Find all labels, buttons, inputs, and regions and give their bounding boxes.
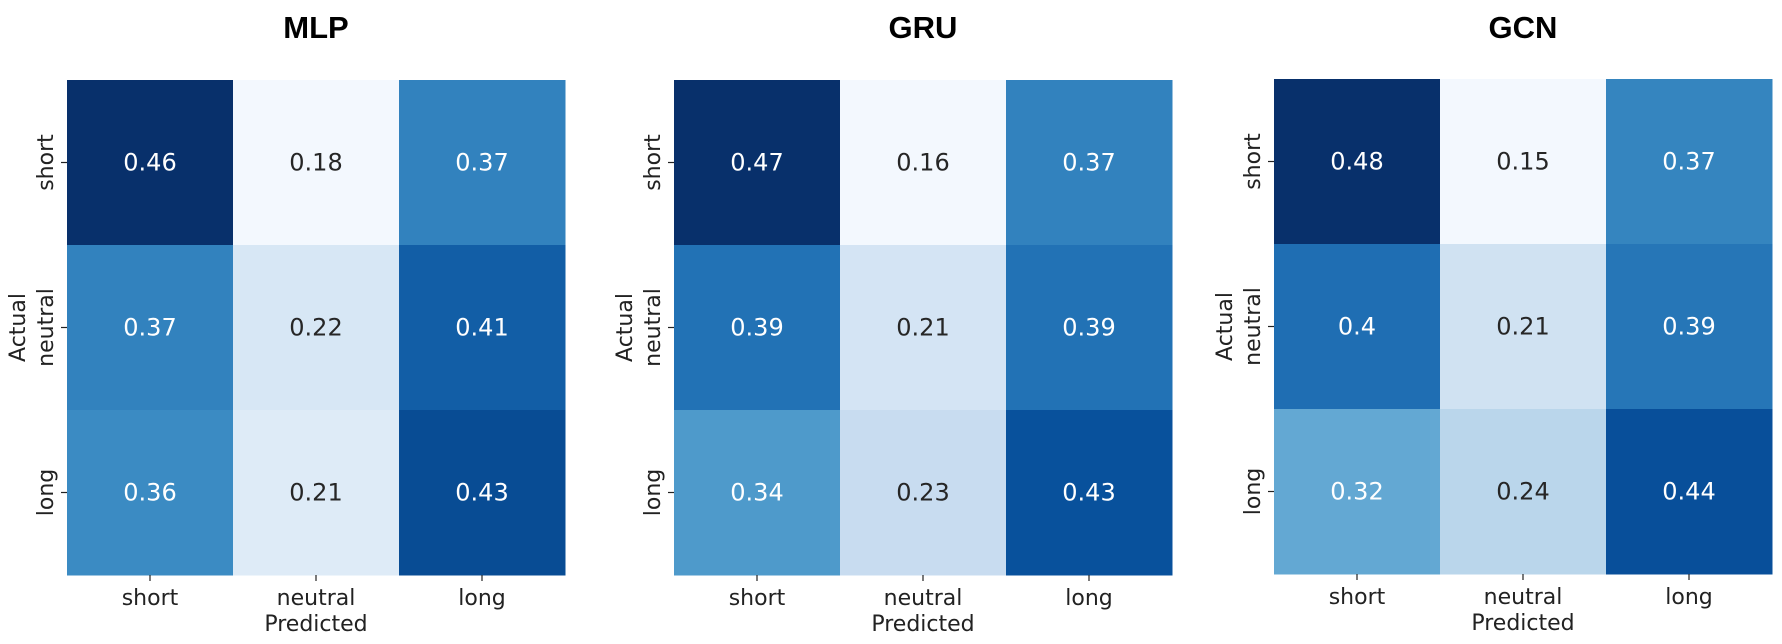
cell-value-label: 0.21 (1496, 313, 1549, 341)
heatmap-cell (399, 245, 566, 411)
chart-title: GRU (889, 10, 958, 45)
heatmap-cell (840, 80, 1007, 246)
x-axis-label: Predicted (264, 612, 367, 637)
cell-value-label: 0.39 (1662, 313, 1715, 341)
cell-value-label: 0.39 (1062, 314, 1115, 342)
heatmap-cell (1440, 79, 1607, 245)
y-tick-label: short (34, 134, 59, 191)
heatmap-cell (1606, 244, 1773, 410)
heatmap-cell (1606, 409, 1773, 575)
cell-value-label: 0.22 (289, 314, 342, 342)
cell-value-label: 0.44 (1662, 478, 1715, 506)
cell-value-label: 0.32 (1330, 478, 1383, 506)
heatmap-cell (67, 410, 234, 576)
cell-value-label: 0.46 (123, 149, 176, 177)
x-tick-label: neutral (884, 586, 963, 611)
x-tick-label: long (1665, 585, 1712, 610)
cell-value-label: 0.4 (1338, 313, 1376, 341)
cell-value-label: 0.37 (1062, 149, 1115, 177)
chart-title: MLP (283, 10, 348, 45)
cell-value-label: 0.16 (896, 149, 949, 177)
y-tick-label: short (1241, 133, 1266, 190)
cell-value-label: 0.23 (896, 479, 949, 507)
cell-value-label: 0.43 (1062, 479, 1115, 507)
heatmap-cell (1440, 244, 1607, 410)
y-tick-label: short (641, 134, 666, 191)
heatmap-cell (233, 410, 400, 576)
x-tick-label: neutral (1484, 585, 1563, 610)
heatmap-cell (674, 245, 841, 411)
cell-value-label: 0.21 (896, 314, 949, 342)
heatmap-cell (674, 410, 841, 576)
y-tick-label: long (641, 469, 666, 516)
cell-value-label: 0.21 (289, 479, 342, 507)
x-tick-label: short (729, 586, 786, 611)
cell-value-label: 0.37 (1662, 148, 1715, 176)
heatmap-cell (840, 245, 1007, 411)
heatmap-panel-2: GRU 0.47 0.16 0.37 0.39 0.21 0.39 0.34 0.23 0.43 s… (613, 10, 1173, 637)
y-tick-label: long (1241, 468, 1266, 515)
y-axis-label: Actual (1213, 292, 1238, 361)
cell-value-label: 0.15 (1496, 148, 1549, 176)
y-axis-label: Actual (6, 293, 31, 362)
cell-value-label: 0.47 (730, 149, 783, 177)
y-axis-label: Actual (613, 293, 638, 362)
y-tick-label: neutral (1241, 287, 1266, 366)
heatmap-cell (1440, 409, 1607, 575)
heatmap-cell (1274, 79, 1441, 245)
x-tick-label: long (458, 586, 505, 611)
heatmap-cell (840, 410, 1007, 576)
heatmap-cell (233, 80, 400, 246)
x-axis-label: Predicted (1471, 611, 1574, 636)
heatmap-cell (233, 245, 400, 411)
cell-value-label: 0.24 (1496, 478, 1549, 506)
cell-value-label: 0.37 (123, 314, 176, 342)
heatmap-panel-1: MLP 0.46 0.18 0.37 0.37 0.22 0.41 0.36 0.21 0.43 s… (6, 10, 566, 637)
cell-value-label: 0.18 (289, 149, 342, 177)
heatmap-cell (674, 80, 841, 246)
heatmap-cell (1006, 410, 1173, 576)
cell-value-label: 0.37 (455, 149, 508, 177)
heatmap-cell (1006, 245, 1173, 411)
heatmap-cell (399, 410, 566, 576)
y-tick-label: neutral (34, 288, 59, 367)
heatmap-panel-3: GCN 0.48 0.15 0.37 0.4 0.21 0.39 0.32 0.24 0.44 sh… (1213, 10, 1773, 636)
heatmap-cell (67, 80, 234, 246)
y-tick-label: long (34, 469, 59, 516)
heatmap-cell (67, 245, 234, 411)
x-tick-label: neutral (277, 586, 356, 611)
cell-value-label: 0.36 (123, 479, 176, 507)
cell-value-label: 0.48 (1330, 148, 1383, 176)
x-tick-label: long (1065, 586, 1112, 611)
cell-value-label: 0.34 (730, 479, 783, 507)
x-tick-label: short (122, 586, 179, 611)
heatmap-cell (1274, 244, 1441, 410)
cell-value-label: 0.41 (455, 314, 508, 342)
heatmap-cell (1274, 409, 1441, 575)
x-axis-label: Predicted (871, 612, 974, 637)
heatmap-cell (399, 80, 566, 246)
cell-value-label: 0.39 (730, 314, 783, 342)
chart-title: GCN (1489, 10, 1558, 45)
x-tick-label: short (1329, 585, 1386, 610)
y-tick-label: neutral (641, 288, 666, 367)
heatmap-cell (1006, 80, 1173, 246)
heatmap-cell (1606, 79, 1773, 245)
cell-value-label: 0.43 (455, 479, 508, 507)
